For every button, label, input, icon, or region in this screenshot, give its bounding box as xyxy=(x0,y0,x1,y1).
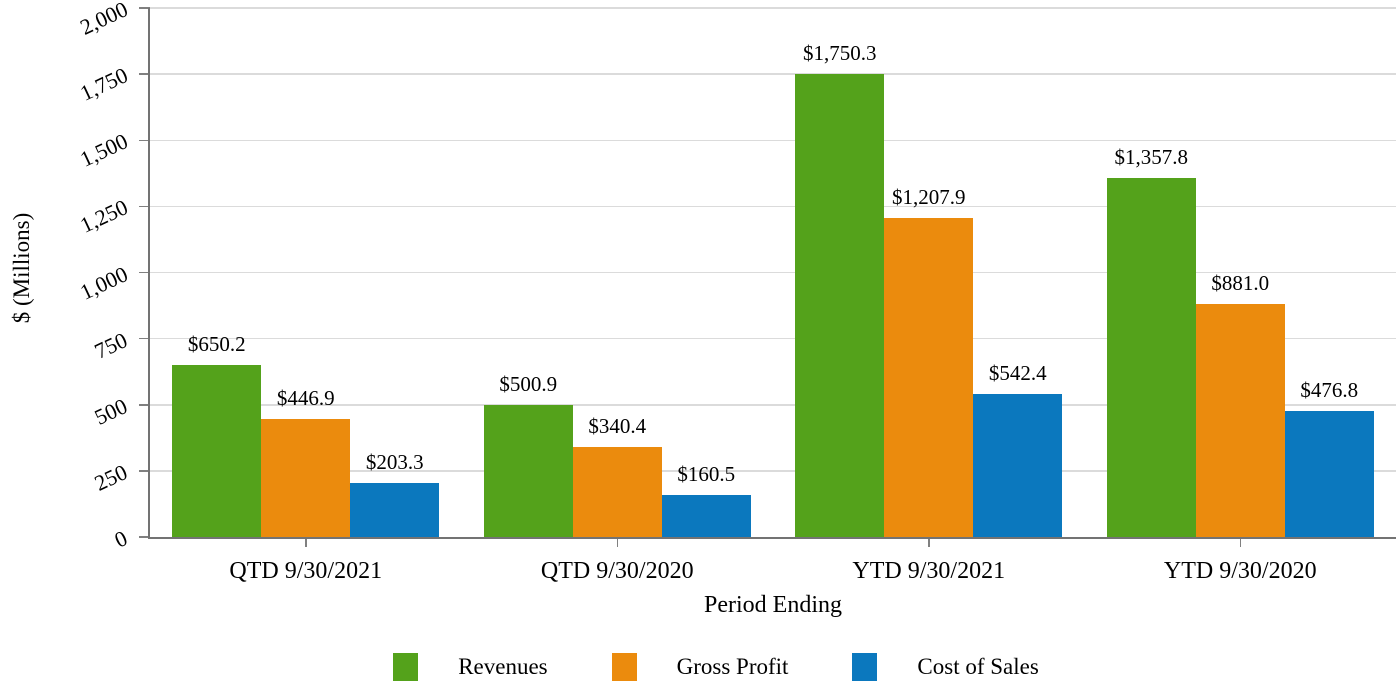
bar-revenues: $1,750.3 xyxy=(795,41,885,537)
y-gridline xyxy=(150,404,1396,406)
y-tick-label: 1,500 xyxy=(75,128,132,173)
y-tick-mark xyxy=(139,205,150,208)
y-tick-mark xyxy=(139,404,150,406)
y-tick-mark xyxy=(139,337,150,340)
bar-revenues: $1,357.8 xyxy=(1106,145,1196,537)
value-label: $446.9 xyxy=(276,385,335,410)
y-tick-mark xyxy=(139,470,150,472)
y-tick-mark xyxy=(139,536,150,538)
legend: Revenues Gross Profit Cost of Sales xyxy=(16,653,1400,681)
bar-cost-of-sales: $203.3 xyxy=(350,450,440,537)
value-label: $1,750.3 xyxy=(803,41,877,65)
y-gridline xyxy=(150,205,1396,208)
bar-group: $650.2 $446.9 $203.3 xyxy=(150,8,462,537)
x-axis-line xyxy=(148,536,1396,539)
bar-group: $500.9 $340.4 $160.5 xyxy=(462,8,774,537)
y-gridline xyxy=(150,7,1396,9)
legend-swatch-cost-of-sales xyxy=(852,653,878,681)
category-label: YTD 9/30/2020 xyxy=(1163,558,1317,584)
value-label: $1,357.8 xyxy=(1114,144,1189,169)
y-tick-mark xyxy=(139,271,150,274)
bar-group: $1,357.8 $881.0 $476.8 xyxy=(1085,8,1397,537)
x-tick-mark xyxy=(1239,537,1241,547)
bar-cost-of-sales: $160.5 xyxy=(661,462,751,537)
bar-revenues: $650.2 xyxy=(172,332,262,537)
bar-cost-of-sales: $476.8 xyxy=(1284,378,1374,537)
bar-gross-profit: $340.4 xyxy=(572,414,662,537)
value-label: $203.3 xyxy=(365,450,424,475)
legend-item: Gross Profit xyxy=(611,653,789,681)
value-label: $340.4 xyxy=(588,414,647,438)
legend-item: Revenues xyxy=(393,653,548,681)
y-tick-label: 2,000 xyxy=(75,0,132,40)
y-axis-line xyxy=(148,8,150,538)
value-label: $500.9 xyxy=(499,371,558,396)
legend-label: Revenues xyxy=(458,654,548,679)
value-label: $650.2 xyxy=(187,332,246,356)
legend-swatch-gross-profit xyxy=(611,653,637,681)
y-gridline xyxy=(150,139,1396,141)
category-label: QTD 9/30/2021 xyxy=(229,558,383,584)
y-tick-label: 750 xyxy=(90,326,132,364)
category-label: QTD 9/30/2020 xyxy=(540,558,694,584)
y-tick-label: 500 xyxy=(90,392,132,430)
legend-label: Gross Profit xyxy=(676,654,789,679)
legend-item: Cost of Sales xyxy=(852,653,1039,681)
legend-swatch-revenues xyxy=(393,653,419,681)
y-tick-mark xyxy=(139,139,150,141)
bar-cost-of-sales: $542.4 xyxy=(973,361,1063,537)
y-tick-mark xyxy=(139,7,150,9)
x-tick-mark xyxy=(616,537,618,547)
y-tick-label: 1,000 xyxy=(75,260,132,305)
value-label: $476.8 xyxy=(1300,377,1359,402)
y-gridline xyxy=(150,470,1396,472)
value-label: $542.4 xyxy=(988,360,1047,385)
bar-gross-profit: $881.0 xyxy=(1195,271,1285,537)
y-tick-label: 0 xyxy=(110,525,132,553)
x-tick-mark xyxy=(928,537,930,547)
y-tick-label: 250 xyxy=(90,459,132,496)
bar-gross-profit: $446.9 xyxy=(261,386,351,537)
y-axis-title: $ (Millions) xyxy=(9,212,34,324)
bar-revenues: $500.9 xyxy=(483,372,573,537)
bar-group: $1,750.3 $1,207.9 $542.4 xyxy=(773,8,1085,537)
y-tick-mark xyxy=(139,73,150,75)
x-axis-title: Period Ending xyxy=(704,592,842,618)
category-label: YTD 9/30/2021 xyxy=(852,558,1006,584)
bar-gross-profit: $1,207.9 xyxy=(884,185,974,537)
x-tick-mark xyxy=(305,537,307,547)
y-tick-label: 1,750 xyxy=(75,62,132,106)
y-tick-label: 1,250 xyxy=(75,194,132,239)
value-label: $1,207.9 xyxy=(892,184,966,209)
legend-label: Cost of Sales xyxy=(917,654,1039,679)
value-label: $881.0 xyxy=(1211,271,1270,295)
y-gridline xyxy=(150,337,1396,340)
value-label: $160.5 xyxy=(677,461,736,486)
y-gridline xyxy=(150,271,1396,274)
y-gridline xyxy=(150,73,1396,75)
